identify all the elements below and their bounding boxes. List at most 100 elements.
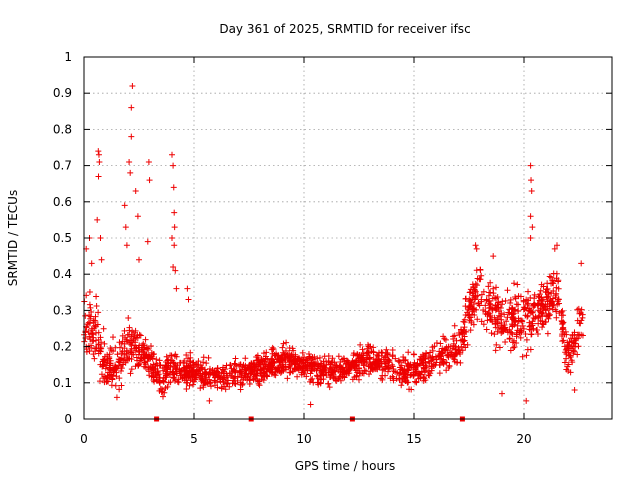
data-point — [559, 338, 566, 345]
data-point — [473, 245, 480, 252]
data-point — [565, 341, 572, 348]
data-point — [563, 351, 570, 358]
data-point — [523, 397, 530, 404]
data-point — [471, 287, 478, 294]
data-point — [126, 158, 133, 165]
data-point — [147, 342, 154, 349]
data-point — [223, 374, 230, 381]
data-point — [232, 355, 239, 362]
data-point — [513, 340, 520, 347]
y-tick-label: 0.8 — [53, 122, 72, 136]
data-point — [478, 318, 485, 325]
data-point — [157, 362, 164, 369]
data-point — [93, 337, 100, 344]
data-point — [294, 373, 301, 380]
data-point — [192, 374, 199, 381]
data-point — [415, 370, 422, 377]
data-point — [137, 357, 144, 364]
data-point — [307, 370, 314, 377]
data-point — [363, 356, 370, 363]
data-point — [575, 343, 582, 350]
data-point — [98, 371, 105, 378]
data-point — [306, 354, 313, 361]
data-point — [471, 312, 478, 319]
data-point — [440, 333, 447, 340]
data-point — [123, 242, 130, 249]
data-point — [205, 354, 212, 361]
data-point — [206, 397, 213, 404]
data-point — [90, 317, 97, 324]
data-point — [183, 386, 190, 393]
data-point — [329, 373, 336, 380]
data-point — [94, 216, 101, 223]
data-point — [171, 353, 178, 360]
data-point — [188, 365, 195, 372]
data-point — [455, 329, 462, 336]
data-point — [128, 366, 135, 373]
data-point — [299, 366, 306, 373]
data-point — [183, 367, 190, 374]
data-point — [308, 363, 315, 370]
data-point — [542, 306, 549, 313]
data-point — [89, 338, 96, 345]
data-point — [118, 367, 125, 374]
data-point — [111, 365, 118, 372]
data-point — [104, 372, 111, 379]
data-point — [300, 360, 307, 367]
data-point — [457, 326, 464, 333]
data-point — [96, 378, 103, 385]
data-point — [532, 313, 539, 320]
data-point — [529, 224, 536, 231]
data-point — [420, 373, 427, 380]
data-point — [445, 354, 452, 361]
data-point — [540, 283, 547, 290]
data-point — [546, 273, 553, 280]
data-point — [514, 322, 521, 329]
data-point — [223, 380, 230, 387]
data-point — [530, 302, 537, 309]
data-point — [396, 370, 403, 377]
data-point — [90, 334, 97, 341]
data-point — [454, 359, 461, 366]
data-point — [325, 353, 332, 360]
data-point — [511, 280, 518, 287]
data-point — [187, 349, 194, 356]
data-point — [156, 357, 163, 364]
data-point — [164, 366, 171, 373]
data-point — [492, 321, 499, 328]
data-point — [172, 267, 179, 274]
y-tick-label: 1 — [64, 50, 72, 64]
data-point — [478, 291, 485, 298]
data-point — [571, 335, 578, 342]
data-point — [204, 379, 211, 386]
data-point — [299, 356, 306, 363]
data-point — [517, 334, 524, 341]
data-point — [463, 328, 470, 335]
data-point — [460, 318, 467, 325]
data-point — [363, 350, 370, 357]
data-point — [498, 301, 505, 308]
data-point — [546, 305, 553, 312]
data-point — [524, 346, 531, 353]
data-point — [95, 151, 102, 158]
data-point — [565, 361, 572, 368]
data-point — [185, 296, 192, 303]
data-point — [171, 242, 178, 249]
data-point — [169, 235, 175, 241]
data-point — [163, 353, 170, 360]
data-point — [472, 280, 479, 287]
data-point — [381, 366, 388, 373]
data-point — [510, 310, 517, 317]
data-point — [279, 344, 286, 351]
data-point — [487, 279, 494, 286]
data-point — [402, 370, 409, 377]
data-point — [176, 366, 183, 373]
data-point — [100, 325, 107, 332]
data-point — [545, 293, 552, 300]
data-point — [116, 386, 123, 393]
data-point — [112, 344, 119, 351]
data-point — [446, 362, 453, 369]
data-point — [97, 345, 104, 352]
axis-ticks: 00.10.20.30.40.50.60.70.80.910 5 10 15 20 — [53, 50, 612, 446]
data-point — [484, 311, 491, 318]
